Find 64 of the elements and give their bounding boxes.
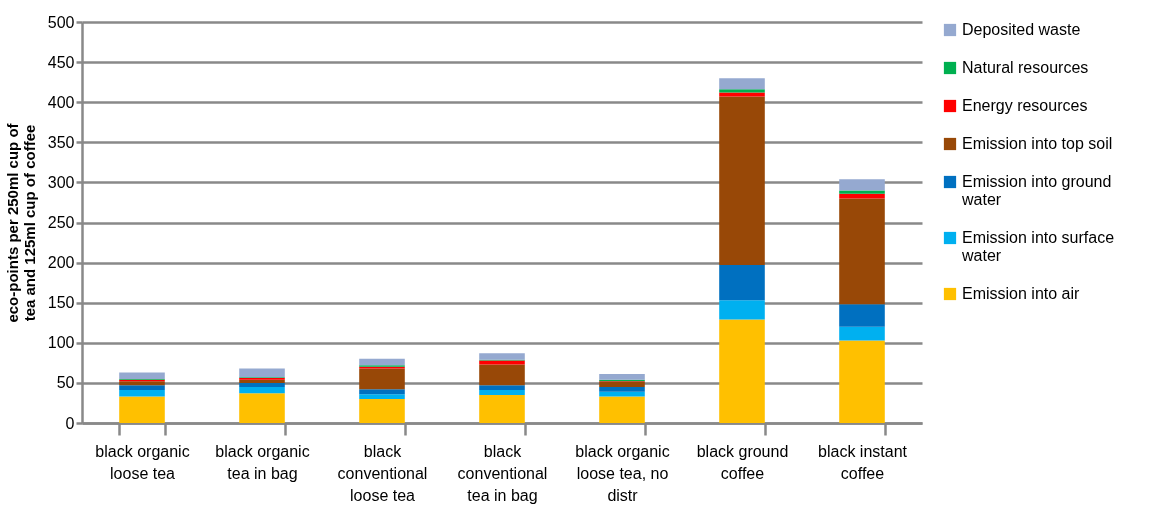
bar (719, 96, 765, 266)
legend-label: Emission into air (962, 285, 1081, 302)
bar (599, 382, 645, 387)
y-tick-label: 100 (47, 334, 75, 352)
y-tick-label: 250 (47, 214, 75, 231)
bar (119, 372, 165, 379)
bar (119, 396, 165, 423)
bar (479, 360, 525, 365)
bar (239, 386, 285, 394)
legend-label: Emission into top soil (962, 135, 1113, 152)
x-tick-label: black organic loose tea (95, 442, 190, 482)
bar (719, 89, 765, 93)
bar (839, 198, 885, 305)
x-tick-label: black conventional loose tea (337, 442, 428, 504)
bar (839, 326, 885, 341)
y-tick-label: 150 (47, 294, 75, 312)
y-tick-label: 400 (47, 93, 75, 111)
bar (479, 364, 525, 386)
legend-label: Emission into ground water (961, 173, 1112, 208)
bar (239, 382, 285, 387)
x-tick-label: black organic loose tea, no distr (575, 442, 670, 504)
bar (239, 393, 285, 423)
bar (239, 368, 285, 378)
bar (359, 358, 405, 366)
x-tick-label: black conventional tea in bag (457, 442, 548, 504)
bar (599, 374, 645, 380)
bar (599, 396, 645, 423)
bar (479, 390, 525, 395)
x-tick-label: black organic tea in bag (215, 442, 310, 482)
x-tick-label: black instant coffee (818, 442, 908, 482)
bar (479, 385, 525, 391)
bar (839, 304, 885, 327)
legend-label: Emission into surface water (961, 229, 1115, 264)
y-tick-label: 0 (65, 414, 75, 432)
bar (719, 92, 765, 97)
bar (719, 78, 765, 90)
bar (599, 386, 645, 392)
legend-label: Deposited waste (962, 21, 1081, 38)
bar (359, 389, 405, 395)
bar (359, 368, 405, 390)
bar (119, 390, 165, 397)
bar (839, 340, 885, 423)
bar (119, 385, 165, 391)
bar (719, 319, 765, 423)
y-tick-label: 50 (56, 374, 75, 392)
y-tick-label: 350 (47, 133, 75, 151)
x-tick-label: black ground coffee (696, 442, 789, 482)
bar (479, 353, 525, 360)
legend-label: Natural resources (962, 59, 1089, 76)
bar (839, 190, 885, 194)
y-tick-label: 300 (47, 173, 75, 191)
bar (359, 398, 405, 423)
bar (839, 179, 885, 191)
legend-label: Energy resources (962, 97, 1088, 114)
bar (119, 381, 165, 386)
y-axis-title: eco-points per 250ml cup of tea and 125ml cup of coffee (3, 122, 38, 323)
y-tick-label: 450 (47, 53, 75, 71)
bar (599, 391, 645, 397)
y-tick-label: 200 (47, 254, 75, 272)
bar (479, 394, 525, 423)
bar (719, 300, 765, 320)
bar (719, 265, 765, 301)
y-tick-label: 500 (47, 13, 75, 31)
bar (359, 394, 405, 399)
